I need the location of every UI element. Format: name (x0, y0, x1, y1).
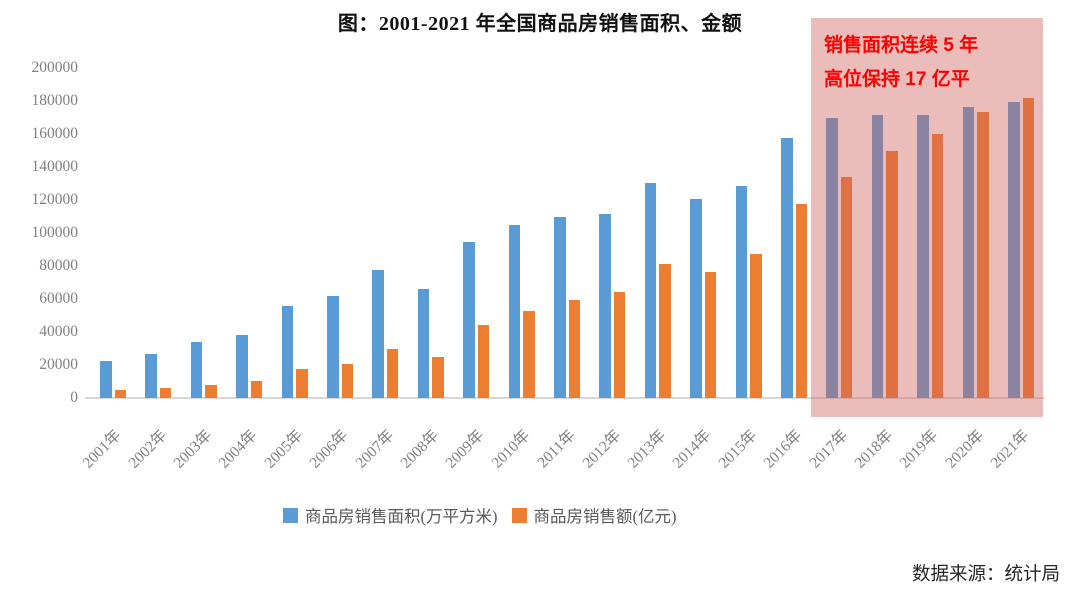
x-tick-label: 2020年 (942, 426, 988, 472)
bar-amount-2021年 (1022, 97, 1034, 398)
bar-area-2013年 (644, 182, 657, 398)
bar-amount-2008年 (432, 356, 444, 398)
bar-area-2020年 (962, 107, 975, 398)
bar-amount-2006年 (341, 363, 353, 398)
legend: 商品房销售面积(万平方米) 商品房销售额(亿元) (283, 503, 677, 527)
bar-amount-2004年 (250, 380, 263, 398)
bar-area-2014年 (690, 198, 702, 398)
bar-area-2021年 (1008, 101, 1020, 398)
y-tick-label: 100000 (31, 224, 79, 241)
x-tick-label: 2006年 (306, 426, 352, 472)
bar-area-2015年 (735, 185, 748, 398)
x-tick-label: 2019年 (896, 426, 942, 472)
x-tick-label: 2012年 (579, 426, 625, 472)
bar-amount-2001年 (114, 389, 126, 398)
x-tick-label: 2008年 (397, 426, 443, 472)
legend-swatch-amount-icon (511, 507, 527, 523)
bar-area-2006年 (327, 295, 339, 398)
bar-area-2017年 (826, 118, 838, 398)
bar-amount-2015年 (750, 253, 762, 398)
bar-amount-2005年 (296, 368, 308, 398)
legend-swatch-area-icon (283, 507, 298, 523)
y-tick-label: 140000 (31, 158, 79, 175)
bar-area-2010年 (508, 225, 521, 398)
bar-amount-2020年 (977, 111, 989, 398)
bar-amount-2016年 (795, 203, 807, 398)
bar-amount-2011年 (568, 300, 580, 398)
bar-area-2002年 (145, 353, 157, 398)
bar-area-2016年 (781, 138, 793, 398)
legend-item-area: 商品房销售面积(万平方米) (283, 503, 498, 527)
y-tick-label: 60000 (39, 290, 78, 307)
annotation-line2: 高位保持 17 亿平 (824, 69, 970, 90)
x-tick-label: 2015年 (715, 426, 761, 472)
chart-title: 图：2001-2021 年全国商品房销售面积、金额 (337, 13, 743, 35)
bar-area-2018年 (871, 114, 884, 398)
bar-amount-2007年 (386, 348, 399, 398)
bar-area-2003年 (190, 342, 203, 398)
x-tick-label: 2001年 (79, 426, 125, 472)
bar-area-2007年 (372, 270, 384, 398)
bar-area-2008年 (417, 289, 430, 398)
x-tick-label: 2016年 (760, 426, 806, 472)
bar-amount-2014年 (704, 272, 717, 398)
x-tick-label: 2014年 (669, 426, 715, 472)
x-axis-line (85, 397, 1045, 399)
y-tick-label: 120000 (31, 191, 79, 208)
bar-area-2004年 (236, 334, 248, 398)
y-tick-label: 40000 (39, 323, 78, 340)
bar-area-2012年 (599, 214, 611, 398)
data-source: 数据来源：统计局 (911, 565, 1060, 585)
y-tick-label: 180000 (31, 92, 79, 109)
bar-amount-2002年 (159, 388, 172, 398)
x-tick-label: 2007年 (352, 426, 398, 472)
x-tick-label: 2003年 (170, 426, 216, 472)
bar-amount-2013年 (659, 263, 671, 398)
x-tick-label: 2021年 (987, 426, 1033, 472)
bar-amount-2018年 (886, 150, 898, 398)
x-tick-label: 2002年 (125, 426, 171, 472)
x-tick-label: 2013年 (624, 426, 670, 472)
y-tick-label: 0 (70, 389, 78, 406)
bar-area-2011年 (554, 216, 566, 398)
bar-amount-2017年 (840, 177, 853, 398)
legend-label-amount: 商品房销售额(亿元) (533, 507, 677, 526)
bar-amount-2003年 (205, 384, 217, 398)
bar-area-2005年 (281, 306, 294, 398)
x-tick-label: 2011年 (534, 426, 579, 472)
bar-amount-2010年 (523, 311, 535, 398)
y-tick-label: 160000 (31, 125, 79, 142)
x-tick-label: 2009年 (442, 426, 488, 472)
x-tick-label: 2018年 (851, 426, 897, 472)
x-tick-label: 2004年 (215, 426, 261, 472)
y-tick-label: 80000 (39, 257, 78, 274)
bar-amount-2012年 (613, 291, 626, 398)
bar-area-2019年 (917, 114, 929, 398)
legend-label-area: 商品房销售面积(万平方米) (305, 507, 498, 526)
legend-item-amount: 商品房销售额(亿元) (511, 503, 677, 527)
bar-amount-2019年 (931, 134, 944, 398)
bar-area-2009年 (463, 241, 475, 398)
y-tick-label: 200000 (31, 59, 79, 76)
bar-amount-2009年 (477, 324, 490, 398)
x-tick-label: 2017年 (806, 426, 852, 472)
x-tick-label: 2010年 (488, 426, 534, 472)
bar-area-2001年 (100, 361, 112, 398)
x-tick-label: 2005年 (261, 426, 307, 472)
y-tick-label: 20000 (39, 356, 78, 373)
